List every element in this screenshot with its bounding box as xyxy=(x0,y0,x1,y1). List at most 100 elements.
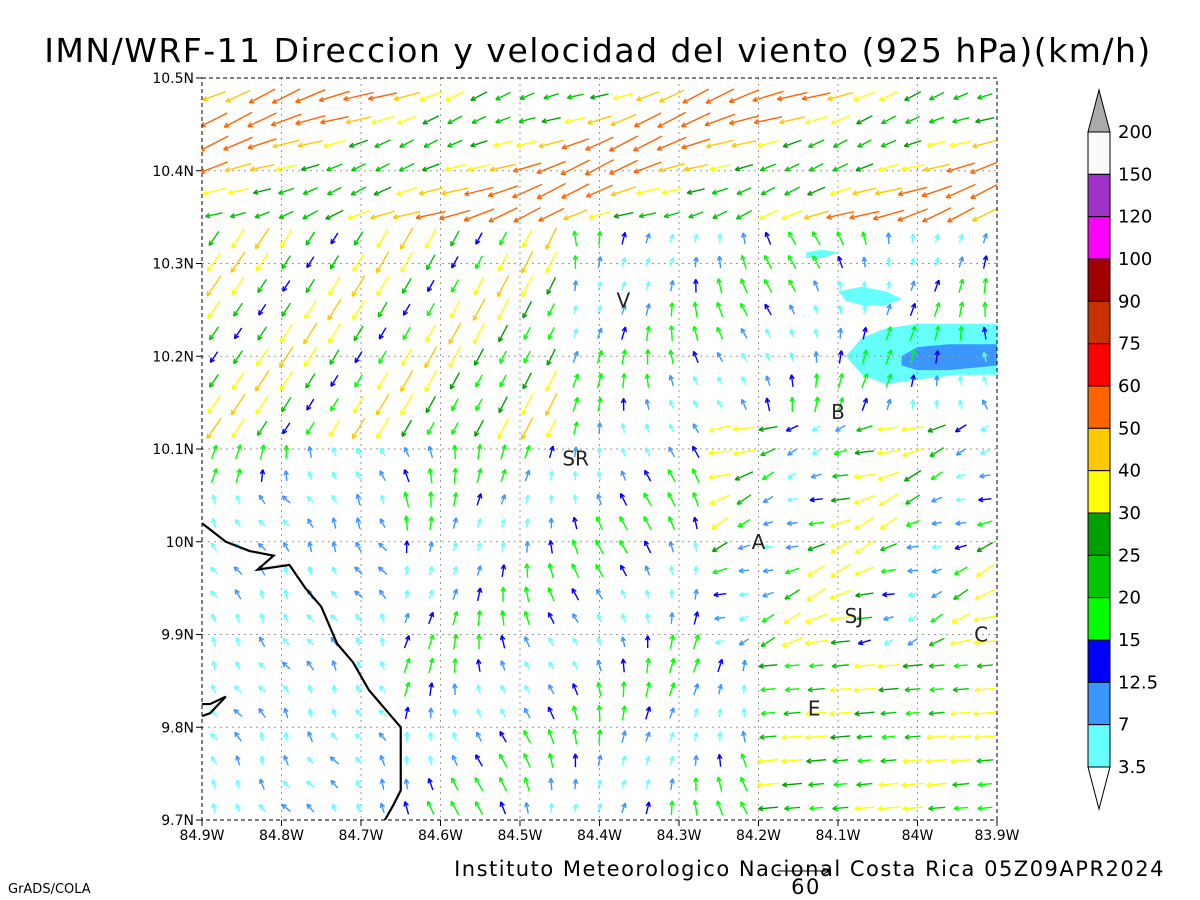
wind-vector-head xyxy=(979,473,985,479)
wind-vector-shaft xyxy=(351,417,366,439)
wind-vector-shaft xyxy=(595,539,604,555)
wind-vector xyxy=(524,802,530,814)
wind-vector-head xyxy=(733,450,739,456)
wind-vector-shaft xyxy=(470,91,488,101)
wind-vector xyxy=(807,186,826,196)
wind-vector-shaft xyxy=(402,303,411,316)
wind-vector-shaft xyxy=(959,351,962,363)
wind-vector-head xyxy=(805,618,811,624)
wind-vector-head xyxy=(716,399,723,406)
wind-vector xyxy=(656,136,687,151)
wind-vector-shaft xyxy=(955,424,967,433)
wind-vector xyxy=(206,252,222,273)
wind-vector xyxy=(781,637,803,647)
wind-vector xyxy=(669,257,675,267)
wind-vector-shaft xyxy=(403,658,410,674)
wind-vector-head xyxy=(498,407,504,414)
wind-vector xyxy=(886,398,892,411)
wind-vector-head xyxy=(347,214,354,220)
wind-vector xyxy=(886,303,892,316)
wind-vector-shaft xyxy=(379,518,386,528)
wind-vector-shaft xyxy=(709,494,731,505)
wind-vector-head xyxy=(572,660,578,667)
wind-vector-head xyxy=(668,516,674,522)
wind-vector-head xyxy=(596,637,602,643)
wind-vector xyxy=(976,663,993,669)
wind-vector-head xyxy=(548,470,555,477)
wind-vector-head xyxy=(934,399,940,406)
wind-vector-shaft xyxy=(855,592,874,597)
wind-vector-shaft xyxy=(354,566,363,575)
wind-vector xyxy=(282,780,290,789)
wind-vector xyxy=(470,91,488,101)
wind-vector xyxy=(355,517,362,529)
wind-vector-shaft xyxy=(400,251,413,273)
wind-vector-shaft xyxy=(973,711,997,715)
wind-vector-head xyxy=(928,663,934,669)
wind-vector-head xyxy=(545,386,551,392)
wind-vector-head xyxy=(806,595,813,602)
wind-vector-head xyxy=(645,706,652,712)
wind-vector-head xyxy=(572,230,578,236)
wind-vector-head xyxy=(254,243,261,250)
wind-vector xyxy=(837,397,845,412)
station-label-sr: SR xyxy=(562,446,589,470)
wind-vector xyxy=(645,801,651,815)
wind-vector xyxy=(982,255,989,269)
wind-vector-head xyxy=(476,708,482,715)
wind-vector-head xyxy=(229,212,236,219)
wind-vector-head xyxy=(488,217,494,223)
wind-vector-shaft xyxy=(282,661,291,670)
wind-vector xyxy=(955,473,966,479)
wind-vector-head xyxy=(426,286,433,293)
wind-vector xyxy=(370,210,395,220)
wind-vector xyxy=(836,231,845,246)
wind-vector-head xyxy=(906,544,912,550)
wind-vector xyxy=(353,325,364,342)
wind-vector xyxy=(902,805,924,812)
wind-vector-head xyxy=(877,475,883,481)
wind-vector-head xyxy=(318,96,325,103)
wind-vector xyxy=(953,92,969,100)
wind-vector xyxy=(512,162,542,173)
wind-vector-shaft xyxy=(783,612,801,625)
wind-vector xyxy=(283,707,289,719)
wind-vector xyxy=(473,276,485,296)
wind-vector xyxy=(500,541,506,552)
wind-vector-shaft xyxy=(621,470,627,481)
wind-vector-shaft xyxy=(784,664,800,667)
wind-vector-head xyxy=(789,396,796,402)
wind-vector xyxy=(476,610,483,626)
wind-vector xyxy=(234,731,242,742)
wind-vector xyxy=(223,136,253,151)
wind-vector-head xyxy=(572,683,578,689)
wind-vector-head xyxy=(572,494,579,500)
wind-vector-shaft xyxy=(439,209,471,220)
wind-vector-head xyxy=(670,682,676,688)
wind-vector-head xyxy=(681,144,687,150)
wind-vector-head xyxy=(476,587,483,593)
wind-vector-shaft xyxy=(521,274,534,297)
wind-vector-shaft xyxy=(669,634,674,649)
colorbar-top-triangle xyxy=(1087,88,1111,133)
wind-vector xyxy=(283,541,290,552)
wind-vector-head xyxy=(404,635,411,641)
wind-vector-head xyxy=(663,212,670,219)
wind-vector-head xyxy=(463,216,470,222)
wind-vector-head xyxy=(951,618,957,624)
wind-vector xyxy=(323,140,346,148)
wind-vector-head xyxy=(645,325,651,332)
wind-vector-head xyxy=(329,359,335,365)
wind-vector xyxy=(645,325,651,341)
wind-vector-head xyxy=(954,544,961,551)
wind-vector xyxy=(807,564,826,577)
wind-vector-shaft xyxy=(705,88,735,104)
wind-vector xyxy=(350,186,367,196)
wind-vector xyxy=(590,93,609,100)
wind-vector xyxy=(235,661,241,670)
wind-vector xyxy=(885,349,893,365)
wind-vector xyxy=(610,186,637,197)
wind-vector-head xyxy=(587,119,593,125)
wind-vector xyxy=(830,639,850,646)
wind-vector-shaft xyxy=(587,115,612,125)
